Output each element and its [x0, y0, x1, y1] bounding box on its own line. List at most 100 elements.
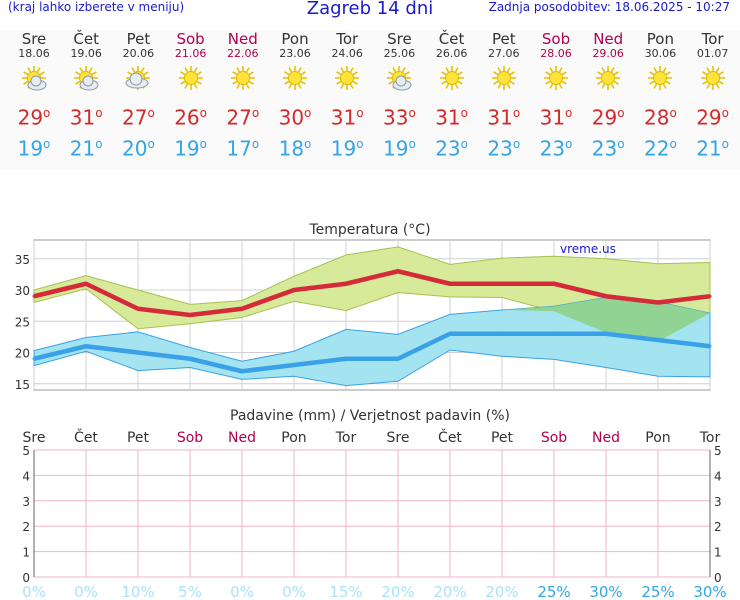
min-temp: 20o	[121, 136, 155, 161]
max-temp-point	[448, 282, 452, 286]
y-tick-label: 2	[22, 520, 30, 534]
day-column: Sre 25.06 33o 19o	[373, 30, 425, 161]
min-temp: 19o	[174, 136, 207, 161]
precip-probability: 25%	[641, 583, 674, 600]
min-temp-point	[292, 363, 296, 367]
x-tick-label: Pon	[645, 430, 670, 446]
max-temp-point	[396, 269, 400, 273]
max-temp: 29o	[591, 105, 625, 130]
chart-title: Temperatura (°C)	[308, 222, 430, 238]
max-temp-point	[344, 282, 348, 286]
min-temp: 21o	[696, 136, 729, 161]
y-tick-label: 30	[15, 284, 30, 298]
day-date: 27.06	[488, 47, 520, 60]
day-name: Pet	[491, 30, 516, 48]
last-update: Zadnja posodobitev: 18.06.2025 - 10:27	[488, 0, 730, 14]
sun-icon	[478, 60, 530, 100]
sun-icon	[269, 60, 321, 100]
x-tick-label: Ned	[228, 430, 256, 446]
page-title: Zagreb 14 dni	[306, 0, 434, 19]
sun-icon	[582, 60, 634, 100]
min-temp-point	[500, 332, 504, 336]
precip-probability: 0%	[230, 583, 254, 600]
min-temp-point	[84, 344, 88, 348]
x-tick-label: Tor	[699, 430, 721, 446]
min-temp-point	[32, 357, 36, 361]
max-temp: 29o	[17, 105, 51, 130]
max-temp-point	[656, 301, 660, 304]
precip-probability: 30%	[589, 583, 622, 600]
max-temp: 27o	[121, 105, 155, 130]
max-temp-point	[604, 294, 608, 298]
min-temp: 21o	[69, 136, 103, 161]
x-tick-label: Čet	[438, 428, 462, 446]
day-column: Ned 22.06 27o 17o	[217, 30, 269, 161]
day-date: 25.06	[383, 47, 416, 60]
day-date: 26.06	[435, 47, 468, 60]
day-name: Tor	[701, 30, 724, 48]
partly-cloudy-icon	[8, 60, 60, 100]
min-temp: 19o	[17, 136, 51, 161]
day-date: 21.06	[174, 47, 207, 60]
y-tick-label-right: 2	[714, 520, 722, 534]
min-temp: 23o	[487, 136, 521, 161]
min-temp-point	[708, 344, 712, 348]
band-overlap	[34, 297, 710, 362]
day-date: 20.06	[122, 47, 155, 60]
day-column: Pet 27.06 31o 23o	[478, 30, 530, 161]
day-column: Pon 23.06 30o 18o	[269, 30, 321, 161]
x-tick-label: Ned	[592, 430, 620, 446]
max-temp-band	[33, 246, 711, 342]
day-column: Ned 29.06 29o 23o	[582, 30, 634, 161]
min-temp: 23o	[591, 136, 625, 161]
sun-icon	[687, 60, 739, 100]
day-name: Ned	[227, 30, 258, 48]
day-date: 29.06	[592, 47, 624, 60]
x-tick-label: Pet	[127, 430, 150, 446]
precip-probability: 25%	[537, 583, 570, 600]
y-tick-label-right: 4	[714, 469, 722, 483]
day-date: 22.06	[227, 47, 259, 60]
day-column: Pet 20.06 27o 20o	[112, 30, 164, 161]
min-temp-point	[552, 332, 556, 336]
max-temp: 33o	[382, 105, 416, 130]
x-tick-label: Sob	[541, 430, 567, 446]
min-temp-point	[656, 338, 660, 342]
y-tick-label-right: 0	[714, 571, 722, 585]
min-temp-point	[448, 332, 452, 336]
x-tick-label: Pon	[281, 430, 306, 446]
precip-probability: 20%	[381, 583, 414, 600]
max-temp: 28o	[643, 105, 677, 130]
header-left-note: (kraj lahko izberete v meniju)	[8, 0, 185, 14]
day-column: Tor 01.07 29o 21o	[687, 30, 739, 161]
day-column: Sob 21.06 26o 19o	[165, 30, 217, 161]
y-tick-label: 1	[22, 546, 30, 560]
x-tick-label: Sre	[387, 430, 410, 446]
x-tick-label: Čet	[74, 428, 98, 446]
day-name: Pet	[126, 30, 151, 48]
day-date: 23.06	[279, 47, 311, 60]
min-temp: 17o	[226, 136, 260, 161]
y-tick-label: 0	[22, 571, 30, 585]
chart-title: Padavine (mm) / Verjetnost padavin (%)	[230, 408, 510, 424]
min-temp-point	[240, 369, 244, 373]
day-date: 28.06	[540, 47, 572, 60]
y-tick-label-right: 1	[714, 546, 722, 560]
precip-probability: 0%	[282, 583, 306, 600]
sun-icon	[530, 60, 582, 100]
y-tick-label-right: 5	[714, 444, 722, 458]
day-date: 24.06	[331, 47, 363, 60]
day-date: 19.06	[70, 47, 102, 60]
day-name: Čet	[73, 30, 99, 48]
day-date: 18.06	[18, 47, 50, 60]
sun-icon	[217, 60, 269, 100]
x-tick-label: Sre	[23, 430, 46, 446]
sun-icon	[426, 60, 478, 100]
max-temp-line	[33, 269, 711, 318]
x-tick-label: Sob	[177, 430, 203, 446]
max-temp: 30o	[278, 105, 312, 130]
min-temp: 23o	[435, 136, 468, 161]
day-column: Pon 30.06 28o 22o	[634, 30, 686, 161]
min-temp-point	[396, 357, 400, 361]
y-tick-label: 5	[22, 444, 30, 458]
